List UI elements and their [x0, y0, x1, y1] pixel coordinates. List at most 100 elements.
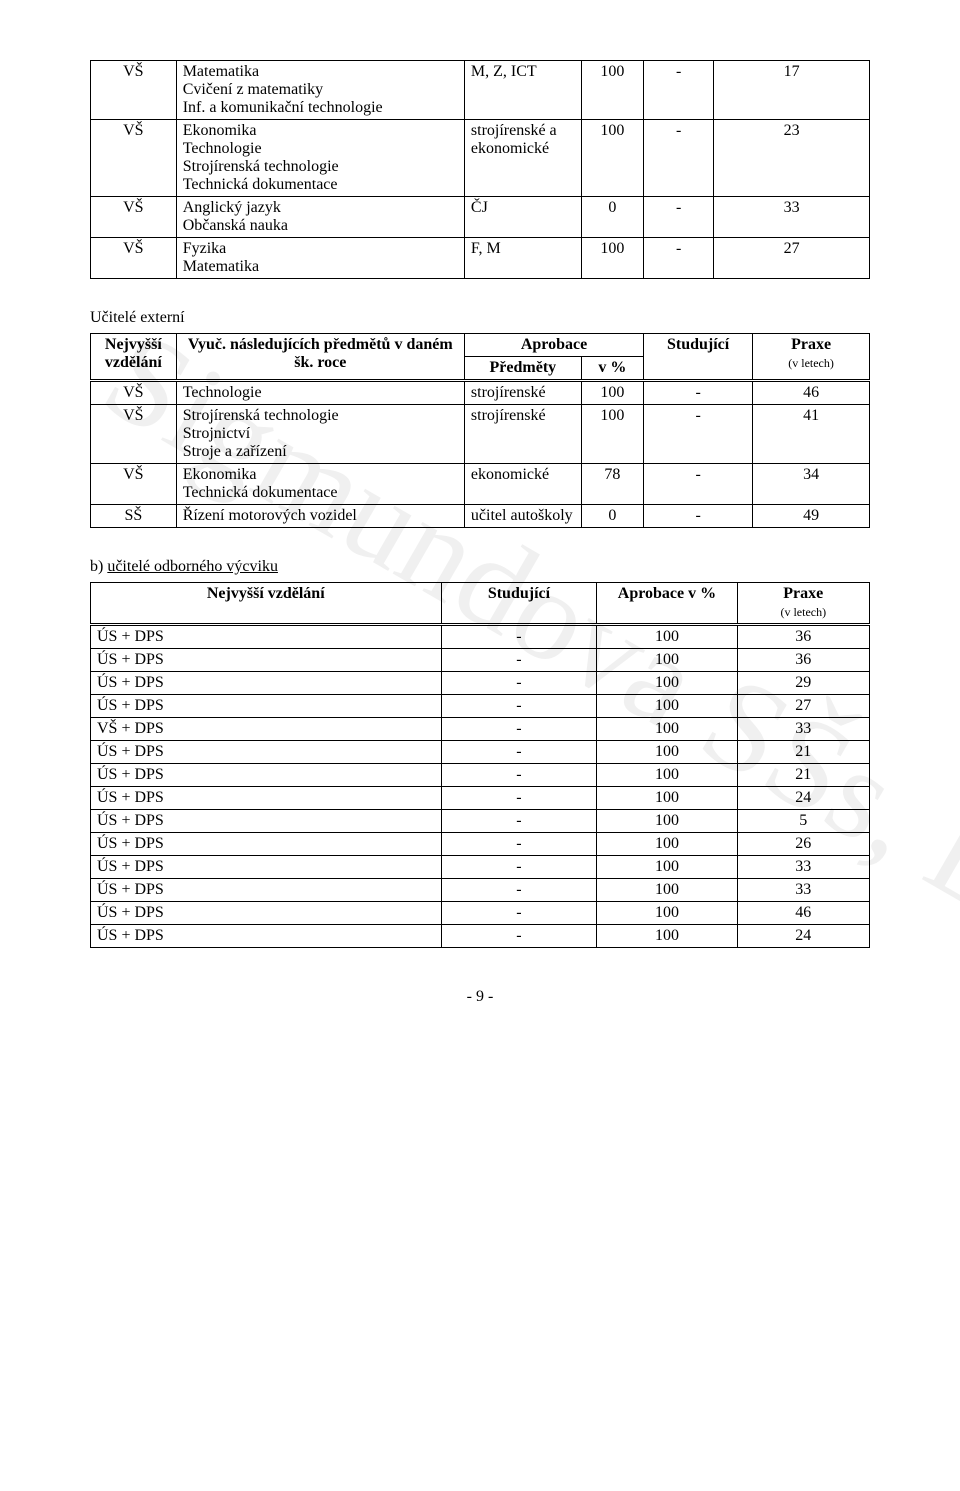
- table-row: VŠEkonomikaTechnologieStrojírenská techn…: [91, 120, 870, 197]
- cell-stud: -: [644, 197, 714, 238]
- cell-apr: 100: [597, 672, 737, 695]
- cell-stud: -: [441, 741, 597, 764]
- col-aprobace-predmety: Předměty: [464, 357, 581, 381]
- cell-apr: 100: [597, 625, 737, 649]
- cell-lvl: ÚS + DPS: [91, 787, 442, 810]
- cell-lvl: ÚS + DPS: [91, 925, 442, 948]
- cell-lvl: VŠ: [91, 238, 177, 279]
- table-row: VŠAnglický jazykObčanská naukaČJ0-33: [91, 197, 870, 238]
- cell-apr: 100: [597, 902, 737, 925]
- cell-apr: ČJ: [464, 197, 581, 238]
- cell-stud: -: [644, 61, 714, 120]
- table-row: VŠMatematikaCvičení z matematikyInf. a k…: [91, 61, 870, 120]
- cell-subj: FyzikaMatematika: [176, 238, 464, 279]
- section-externals: Učitelé externí: [90, 309, 870, 327]
- col-vzdelani: Nejvyšší vzdělání: [91, 583, 442, 625]
- cell-praxe: 34: [753, 464, 870, 505]
- cell-subj: Řízení motorových vozidel: [176, 505, 464, 528]
- cell-lvl: ÚS + DPS: [91, 833, 442, 856]
- cell-stud: -: [441, 902, 597, 925]
- cell-subj: EkonomikaTechnická dokumentace: [176, 464, 464, 505]
- cell-lvl: ÚS + DPS: [91, 856, 442, 879]
- cell-stud: -: [644, 464, 753, 505]
- table-row: ÚS + DPS-1005: [91, 810, 870, 833]
- col-predmety: Vyuč. následujících předmětů v daném šk.…: [176, 334, 464, 381]
- table-header-row: Nejvyšší vzdělání Studující Aprobace v %…: [91, 583, 870, 625]
- cell-praxe: 21: [737, 764, 869, 787]
- cell-subj: EkonomikaTechnologieStrojírenská technol…: [176, 120, 464, 197]
- page-number: - 9 -: [90, 988, 870, 1006]
- table-row: VŠTechnologiestrojírenské100-46: [91, 381, 870, 405]
- cell-apr: 100: [597, 764, 737, 787]
- table-row: ÚS + DPS-10033: [91, 856, 870, 879]
- table-row: VŠ + DPS-10033: [91, 718, 870, 741]
- cell-apr: 100: [597, 856, 737, 879]
- cell-pct: 0: [581, 197, 643, 238]
- col-praxe: Praxe (v letech): [737, 583, 869, 625]
- cell-praxe: 5: [737, 810, 869, 833]
- cell-stud: -: [441, 695, 597, 718]
- cell-stud: -: [441, 625, 597, 649]
- table-row: ÚS + DPS-10029: [91, 672, 870, 695]
- cell-subj: Technologie: [176, 381, 464, 405]
- table-header-row: Nejvyšší vzdělání Vyuč. následujících př…: [91, 334, 870, 357]
- cell-stud: -: [441, 649, 597, 672]
- cell-lvl: VŠ: [91, 120, 177, 197]
- cell-stud: -: [644, 238, 714, 279]
- cell-apr: 100: [597, 718, 737, 741]
- cell-stud: -: [644, 505, 753, 528]
- section-b: b) učitelé odborného výcviku: [90, 558, 870, 576]
- cell-apr: 100: [597, 695, 737, 718]
- cell-stud: -: [441, 672, 597, 695]
- cell-lvl: VŠ: [91, 381, 177, 405]
- cell-praxe: 27: [737, 695, 869, 718]
- table-row: VŠFyzikaMatematikaF, M100-27: [91, 238, 870, 279]
- cell-stud: -: [644, 405, 753, 464]
- praxe-label: Praxe: [783, 585, 823, 602]
- page: Sigmundova SŠs, Lutín VŠMatematikaCvičen…: [0, 0, 960, 1046]
- cell-praxe: 33: [737, 856, 869, 879]
- cell-lvl: VŠ + DPS: [91, 718, 442, 741]
- table-row: VŠEkonomikaTechnická dokumentaceekonomic…: [91, 464, 870, 505]
- cell-praxe: 46: [753, 381, 870, 405]
- cell-praxe: 41: [753, 405, 870, 464]
- cell-stud: -: [441, 718, 597, 741]
- cell-pct: 100: [581, 238, 643, 279]
- cell-stud: -: [441, 833, 597, 856]
- cell-apr: 100: [597, 833, 737, 856]
- cell-praxe: 33: [737, 718, 869, 741]
- praxe-label: Praxe: [791, 336, 831, 353]
- cell-stud: -: [441, 764, 597, 787]
- cell-lvl: ÚS + DPS: [91, 879, 442, 902]
- cell-pct: 78: [581, 464, 643, 505]
- cell-apr: strojírenské a ekonomické: [464, 120, 581, 197]
- cell-pct: 100: [581, 61, 643, 120]
- cell-apr: 100: [597, 741, 737, 764]
- cell-lvl: ÚS + DPS: [91, 649, 442, 672]
- cell-apr: strojírenské: [464, 405, 581, 464]
- cell-stud: -: [441, 879, 597, 902]
- cell-apr: 100: [597, 787, 737, 810]
- cell-praxe: 49: [753, 505, 870, 528]
- praxe-sub: (v letech): [788, 356, 834, 370]
- cell-lvl: VŠ: [91, 197, 177, 238]
- cell-apr: učitel autoškoly: [464, 505, 581, 528]
- table-vycvik: Nejvyšší vzdělání Studující Aprobace v %…: [90, 582, 870, 948]
- cell-praxe: 26: [737, 833, 869, 856]
- cell-stud: -: [441, 925, 597, 948]
- cell-praxe: 27: [714, 238, 870, 279]
- cell-stud: -: [441, 810, 597, 833]
- table-row: ÚS + DPS-10046: [91, 902, 870, 925]
- cell-lvl: ÚS + DPS: [91, 810, 442, 833]
- cell-lvl: ÚS + DPS: [91, 764, 442, 787]
- cell-praxe: 29: [737, 672, 869, 695]
- cell-lvl: SŠ: [91, 505, 177, 528]
- cell-praxe: 36: [737, 649, 869, 672]
- cell-lvl: ÚS + DPS: [91, 625, 442, 649]
- cell-praxe: 36: [737, 625, 869, 649]
- cell-lvl: ÚS + DPS: [91, 741, 442, 764]
- cell-pct: 0: [581, 505, 643, 528]
- cell-apr: 100: [597, 810, 737, 833]
- cell-lvl: VŠ: [91, 61, 177, 120]
- table-externals: Nejvyšší vzdělání Vyuč. následujících př…: [90, 333, 870, 528]
